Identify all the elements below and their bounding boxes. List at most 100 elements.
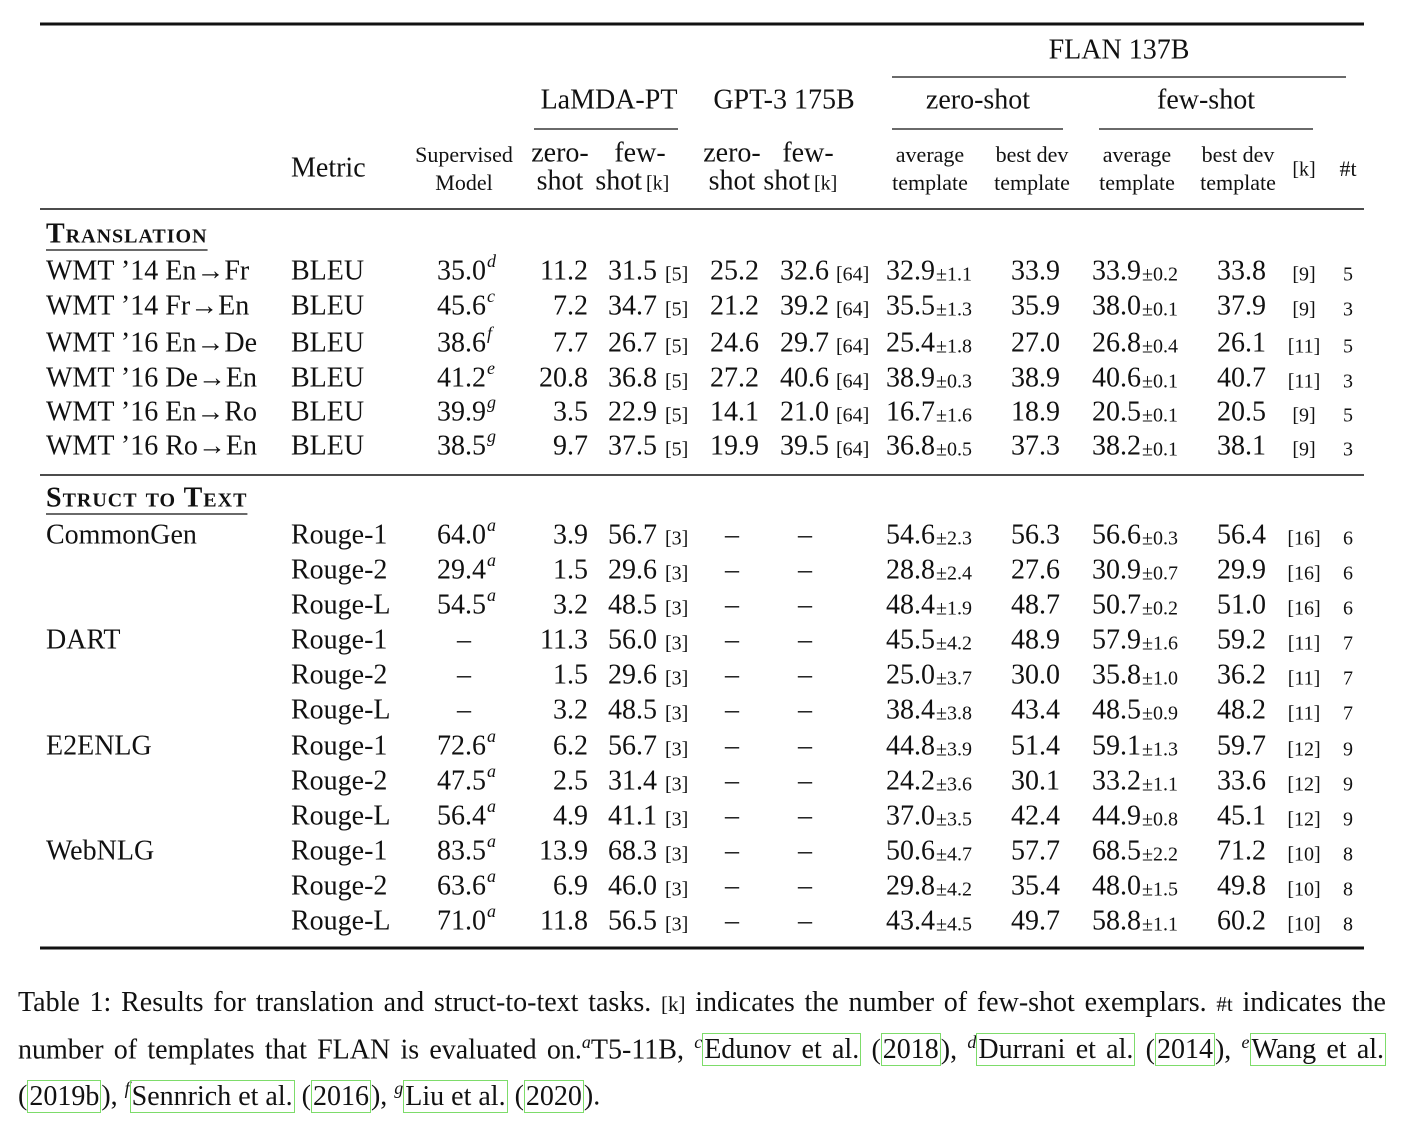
k-shots: [16]	[1287, 563, 1320, 585]
lamda-zero: 7.2	[553, 290, 588, 321]
gpt3-zero: 14.1	[710, 396, 759, 427]
gpt3-zero: 27.2	[710, 362, 759, 393]
std: ±1.6	[936, 405, 972, 427]
caption-text: ),	[370, 1080, 395, 1112]
template-count: 5	[1343, 405, 1353, 427]
flan-few-avg: 56.6	[1092, 519, 1141, 550]
k-shots: [11]	[1288, 336, 1321, 358]
flan-zero-best: 30.1	[1011, 765, 1060, 796]
flan-zero-avg: 43.4	[886, 905, 935, 936]
k-shots: [10]	[1287, 879, 1320, 901]
flan-few-avg: 26.8	[1092, 327, 1141, 358]
flan-few-avg: 57.9	[1092, 624, 1141, 655]
header-supervised: Model	[435, 170, 492, 195]
std: ±4.5	[936, 914, 972, 936]
citation-link[interactable]: Durrani et al.	[976, 1033, 1136, 1067]
k-shots: [16]	[1287, 598, 1320, 620]
flan-few-avg: 48.5	[1092, 694, 1141, 725]
std: ±0.3	[936, 371, 972, 393]
caption-text: T5-11B,	[590, 1034, 695, 1066]
footnote-mark: e	[487, 358, 495, 378]
citation-link[interactable]: Sennrich et al.	[129, 1079, 295, 1113]
lamda-few: 56.0	[608, 624, 657, 655]
std: ±3.5	[936, 809, 972, 831]
k-shots: [64]	[836, 299, 869, 321]
task: CommonGen	[46, 519, 197, 550]
header-k: [k]	[1292, 159, 1315, 181]
header-k: [k]	[814, 173, 837, 195]
lamda-few: 29.6	[608, 659, 657, 690]
task: WMT ’14 Fr→En	[46, 290, 249, 321]
gpt3-few: –	[797, 730, 813, 761]
gpt3-few: –	[797, 905, 813, 936]
supervised: –	[456, 624, 472, 655]
flan-few-best: 37.9	[1217, 290, 1266, 321]
std: ±4.2	[936, 633, 972, 655]
k-shots: [5]	[665, 405, 688, 427]
flan-few-avg: 50.7	[1092, 589, 1141, 620]
gpt3-few: 39.5	[780, 430, 829, 461]
citation-link[interactable]: 2020	[523, 1079, 584, 1113]
flan-zero-avg: 29.8	[886, 870, 935, 901]
citation-link[interactable]: Wang et al.	[1249, 1033, 1387, 1067]
supervised: 72.6	[437, 730, 486, 761]
citation-link[interactable]: 2016	[310, 1079, 371, 1113]
header-template: best dev	[996, 142, 1069, 167]
flan-zero-avg: 38.4	[886, 694, 935, 725]
lamda-zero: 3.2	[553, 694, 588, 725]
std: ±0.5	[936, 439, 972, 461]
metric: Rouge-2	[291, 765, 387, 796]
k-shots: [9]	[1292, 405, 1315, 427]
lamda-few: 56.7	[608, 730, 657, 761]
flan-zero-best: 35.9	[1011, 290, 1060, 321]
k-shots: [9]	[1292, 264, 1315, 286]
gpt3-zero: 25.2	[710, 255, 759, 286]
metric: Rouge-L	[291, 589, 391, 620]
metric: Rouge-2	[291, 870, 387, 901]
k-shots: [64]	[836, 371, 869, 393]
flan-few-best: 20.5	[1217, 396, 1266, 427]
k-shots: [16]	[1287, 528, 1320, 550]
std: ±3.7	[936, 668, 972, 690]
flan-few-best: 59.7	[1217, 730, 1266, 761]
flan-zero-best: 48.7	[1011, 589, 1060, 620]
std: ±3.8	[936, 703, 972, 725]
citation-link[interactable]: 2014	[1154, 1033, 1215, 1067]
metric: Rouge-L	[291, 905, 391, 936]
footnote-mark: c	[694, 1032, 703, 1052]
citation-link[interactable]: Edunov et al.	[702, 1033, 862, 1067]
gpt3-zero: 19.9	[710, 430, 759, 461]
flan-zero-best: 49.7	[1011, 905, 1060, 936]
header-shot: zero-	[703, 137, 761, 168]
header-shot: zero-	[531, 137, 589, 168]
caption-text: (	[18, 1080, 28, 1112]
std: ±1.1	[1142, 914, 1178, 936]
section-title: Translation	[46, 218, 208, 249]
table-caption: Table 1: Results for translation and str…	[18, 984, 1387, 1116]
citation-link[interactable]: 2019b	[27, 1079, 102, 1113]
flan-zero-avg: 25.0	[886, 659, 935, 690]
flan-zero-best: 30.0	[1011, 659, 1060, 690]
std: ±0.1	[1142, 371, 1178, 393]
metric: Rouge-L	[291, 800, 391, 831]
flan-zero-best: 56.3	[1011, 519, 1060, 550]
flan-zero-avg: 32.9	[886, 255, 935, 286]
gpt3-few: 32.6	[780, 255, 829, 286]
std: ±1.1	[936, 264, 972, 286]
template-count: 5	[1343, 336, 1353, 358]
k-shots: [10]	[1287, 844, 1320, 866]
citation-link[interactable]: 2018	[880, 1033, 941, 1067]
k-shots: [12]	[1287, 739, 1320, 761]
k-shots: [3]	[665, 668, 688, 690]
k-shots: [64]	[836, 439, 869, 461]
lamda-few: 48.5	[608, 694, 657, 725]
citation-link[interactable]: Liu et al.	[403, 1079, 508, 1113]
flan-zero-best: 57.7	[1011, 835, 1060, 866]
footnote-mark: a	[487, 761, 496, 781]
footnote-mark: a	[487, 901, 496, 921]
footnote-mark: a	[487, 831, 496, 851]
header-template: best dev	[1202, 142, 1275, 167]
caption-text: [k]	[660, 992, 686, 1016]
std: ±2.2	[1142, 844, 1178, 866]
